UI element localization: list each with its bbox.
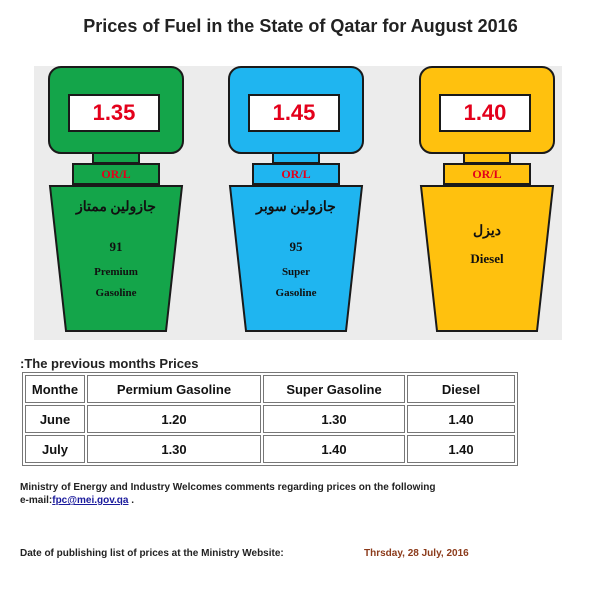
pump-body <box>48 185 184 332</box>
table-cell: 1.40 <box>263 435 405 463</box>
fuel-name-english-2: Gasoline <box>95 287 137 299</box>
fuel-prices-panel: 1.35 OR/L جازولين ممتاز 91 Premium Gasol… <box>34 66 562 340</box>
feedback-text: Ministry of Energy and Industry Welcomes… <box>20 482 436 493</box>
table-row: June 1.20 1.30 1.40 <box>25 405 515 433</box>
table-cell: 1.40 <box>407 435 515 463</box>
octane-rating: 91 <box>109 239 123 254</box>
feedback-note: Ministry of Energy and Industry Welcomes… <box>20 481 580 507</box>
publish-date: Thrsday, 28 July, 2016 <box>364 548 469 559</box>
octane-rating: 95 <box>289 239 303 254</box>
previous-prices-heading: :The previous months Prices <box>20 356 199 371</box>
email-suffix: . <box>128 495 135 506</box>
pump-neck <box>272 153 320 163</box>
page-title: Prices of Fuel in the State of Qatar for… <box>83 16 518 36</box>
fuel-name-english-1: Premium <box>94 266 138 278</box>
col-header-premium: Permium Gasoline <box>87 375 261 403</box>
fuel-name-english-1: Super <box>281 266 311 278</box>
fuel-name-arabic: جازولين ممتاز <box>76 200 156 215</box>
unit-label: OR/L <box>72 163 160 185</box>
email-prefix: e-mail: <box>20 495 53 506</box>
pump-head: 1.45 <box>228 66 364 154</box>
table-cell-month: June <box>25 405 85 433</box>
fuel-name-english-2: Gasoline <box>275 287 317 299</box>
table-cell: 1.30 <box>87 435 261 463</box>
table-cell-month: July <box>25 435 85 463</box>
col-header-diesel: Diesel <box>407 375 515 403</box>
table-cell: 1.40 <box>407 405 515 433</box>
pump-neck <box>92 153 140 163</box>
pump-head: 1.35 <box>48 66 184 154</box>
price-display: 1.35 <box>68 94 160 132</box>
fuel-name-arabic: ديزل <box>472 224 502 239</box>
fuel-name-english: Diesel <box>470 251 504 266</box>
unit-label: OR/L <box>443 163 531 185</box>
table-row: July 1.30 1.40 1.40 <box>25 435 515 463</box>
table-cell: 1.20 <box>87 405 261 433</box>
publish-label: Date of publishing list of prices at the… <box>20 548 284 559</box>
col-header-super: Super Gasoline <box>263 375 405 403</box>
table-cell: 1.30 <box>263 405 405 433</box>
price-display: 1.45 <box>248 94 340 132</box>
col-header-month: Monthe <box>25 375 85 403</box>
previous-prices-table: Monthe Permium Gasoline Super Gasoline D… <box>22 372 518 466</box>
pump-body <box>228 185 364 332</box>
price-display: 1.40 <box>439 94 531 132</box>
unit-label: OR/L <box>252 163 340 185</box>
pump-neck <box>463 153 511 163</box>
pump-body <box>419 185 555 332</box>
table-header-row: Monthe Permium Gasoline Super Gasoline D… <box>25 375 515 403</box>
fuel-name-arabic: جازولين سوبر <box>256 200 336 215</box>
pump-head: 1.40 <box>419 66 555 154</box>
email-link[interactable]: fpc@mei.gov.qa <box>52 495 129 506</box>
